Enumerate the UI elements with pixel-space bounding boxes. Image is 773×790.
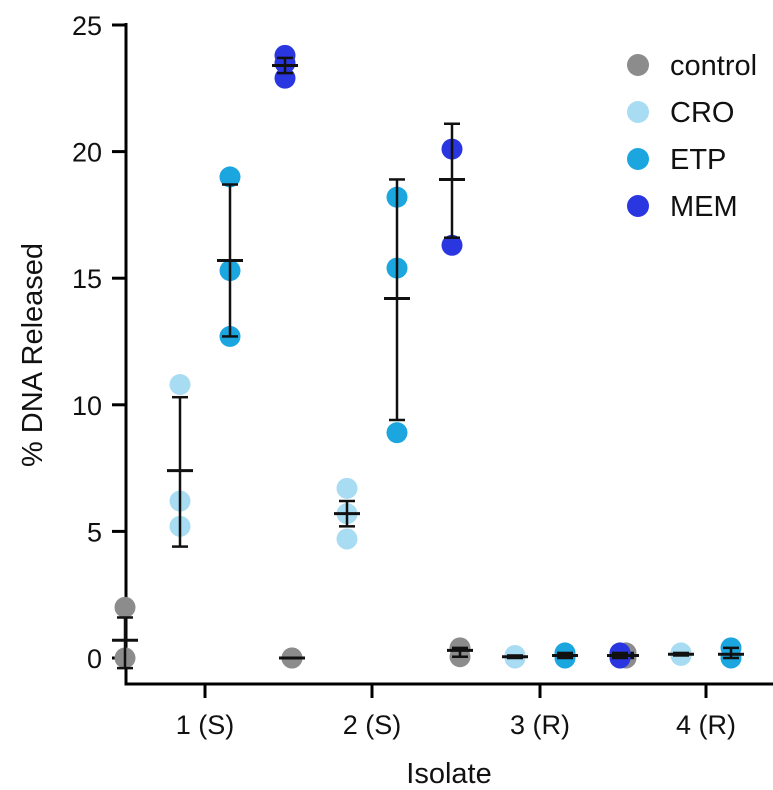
legend-item-ETP: ETP xyxy=(627,144,726,176)
y-tick-label: 0 xyxy=(87,644,102,674)
group-ETP-1 xyxy=(384,178,410,444)
group-MEM-2 xyxy=(607,642,633,669)
legend-item-control: control xyxy=(627,50,757,82)
data-point xyxy=(336,528,358,550)
data-point xyxy=(441,234,463,256)
y-tick-label: 25 xyxy=(72,11,102,41)
axes: 0 5 10 15 20 25 1 (S) 2 (S) 3 (R) 4 (R) xyxy=(72,11,773,740)
y-tick-label: 15 xyxy=(72,264,102,294)
legend-label: ETP xyxy=(670,144,726,176)
group-ETP-2 xyxy=(552,642,578,669)
y-axis-label: % DNA Released xyxy=(17,243,49,467)
data-point xyxy=(219,166,241,188)
group-ETP-3 xyxy=(718,637,744,669)
group-ETP-0 xyxy=(217,166,243,347)
data-point xyxy=(336,477,358,499)
legend-label: MEM xyxy=(670,191,738,223)
data-point xyxy=(386,422,408,444)
legend-item-MEM: MEM xyxy=(627,191,738,223)
group-control-2 xyxy=(447,637,473,668)
x-tick-label: 3 (R) xyxy=(510,710,570,740)
group-CRO-3 xyxy=(668,642,694,666)
x-tick-label: 2 (S) xyxy=(343,710,402,740)
legend-swatch xyxy=(627,195,649,217)
chart-marks xyxy=(112,44,744,670)
group-CRO-1 xyxy=(334,477,360,550)
y-tick-label: 5 xyxy=(87,517,102,547)
legend: control CRO ETP MEM xyxy=(627,50,757,223)
y-tick-label: 10 xyxy=(72,391,102,421)
group-control-1 xyxy=(279,647,305,669)
group-control-0 xyxy=(112,596,138,670)
legend-label: control xyxy=(670,50,757,82)
x-axis-label: Isolate xyxy=(406,758,491,790)
legend-swatch xyxy=(627,148,649,170)
legend-swatch xyxy=(627,101,649,123)
group-CRO-2 xyxy=(502,644,528,669)
y-tick-label: 20 xyxy=(72,138,102,168)
legend-swatch xyxy=(627,54,649,76)
legend-item-CRO: CRO xyxy=(627,97,734,129)
group-MEM-0 xyxy=(272,44,298,89)
x-tick-label: 4 (R) xyxy=(676,710,736,740)
legend-label: CRO xyxy=(670,97,734,129)
data-point xyxy=(114,596,136,618)
x-tick-label: 1 (S) xyxy=(176,710,235,740)
group-MEM-1 xyxy=(439,122,465,256)
group-CRO-0 xyxy=(167,374,193,548)
data-point xyxy=(169,374,191,396)
